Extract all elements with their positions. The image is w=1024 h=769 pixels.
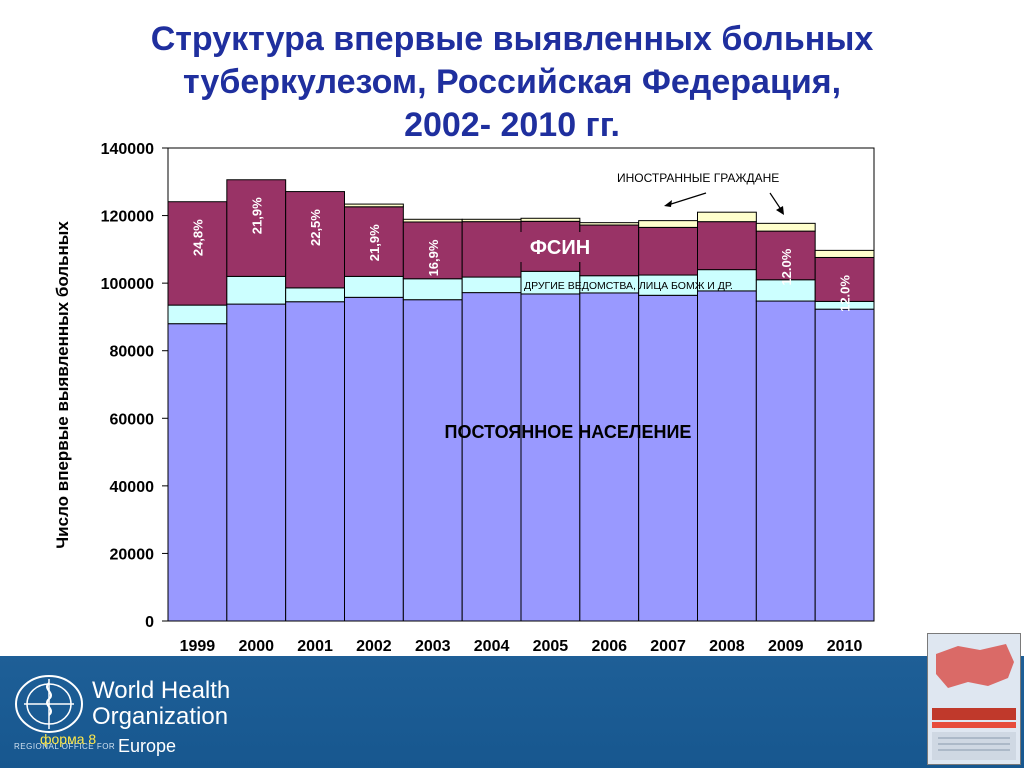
- bar-fsin-2000: [226, 179, 287, 277]
- title-line-2: туберкулезом, Российская Федерация,: [182, 63, 842, 101]
- bar-other-2000: [226, 275, 287, 305]
- footer-band: [0, 656, 1024, 768]
- bar-fsin-2009: [755, 230, 816, 281]
- x-tick-label: 2005: [533, 638, 569, 655]
- y-axis-label: Число впервые выявленных больных: [53, 221, 72, 549]
- bar-permanent-2004: [461, 292, 522, 622]
- x-tick-label: 2003: [415, 638, 451, 655]
- y-tick-label: 40000: [110, 479, 155, 496]
- forma-label: форма 8: [40, 731, 97, 747]
- who-wordmark: World Health Organization: [92, 678, 230, 730]
- who-line-1: World Health: [92, 677, 231, 704]
- regional-office-label: REGIONAL OFFICE FOR: [14, 742, 116, 751]
- bar-permanent-2000: [226, 303, 287, 622]
- bar-permanent-2006: [579, 292, 640, 622]
- bar-foreign-2009: [755, 222, 816, 232]
- fsin-percent-label: 21,9%: [249, 197, 264, 234]
- x-tick-label: 2010: [827, 638, 863, 655]
- bar-foreign-2002: [344, 203, 404, 208]
- bar-other-2001: [285, 287, 345, 303]
- bar-permanent-2009: [755, 300, 816, 622]
- who-emblem-icon: [15, 675, 83, 733]
- y-tick-label: 100000: [101, 276, 154, 293]
- title-line-3: 2002- 2010 гг.: [404, 106, 620, 144]
- region-label: Europe: [118, 736, 177, 756]
- fsin-percent-label: 22,5%: [308, 209, 323, 246]
- fsin-label-box: [520, 232, 600, 262]
- foreign-citizens-label: ИНОСТРАННЫЕ ГРАЖДАНЕ: [617, 171, 779, 185]
- bar-permanent-2008: [697, 290, 757, 622]
- bar-other-2004: [461, 276, 522, 294]
- x-tick-label: 2009: [768, 638, 804, 655]
- y-tick-label: 80000: [110, 344, 155, 361]
- bar-fsin-2003: [402, 221, 463, 280]
- bar-foreign-2010: [814, 249, 875, 258]
- arrow-right-head-icon: [776, 206, 784, 215]
- y-tick-label: 0: [145, 614, 154, 631]
- x-tick-label: 2006: [591, 638, 627, 655]
- bar-foreign-2004: [461, 218, 522, 223]
- bar-fsin-2002: [344, 206, 404, 277]
- book-cover-image: [927, 633, 1021, 765]
- bar-permanent-2002: [344, 296, 404, 622]
- title-line-1: Структура впервые выявленных больных: [150, 20, 874, 58]
- fsin-label: ФСИН: [530, 237, 590, 259]
- bar-fsin-2004: [461, 221, 522, 278]
- bar-foreign-2007: [638, 220, 699, 228]
- x-tick-label: 2002: [356, 638, 392, 655]
- bar-foreign-2006: [579, 222, 640, 226]
- x-tick-label: 1999: [180, 638, 216, 655]
- fsin-percent-label: 21,9%: [367, 224, 382, 261]
- arrow-left-line: [667, 192, 707, 206]
- bar-permanent-2005: [520, 293, 581, 622]
- who-line-2: Organization: [92, 703, 229, 730]
- other-agencies-label: ДРУГИЕ ВЕДОМСТВА, ЛИЦА БОМЖ И ДР.: [524, 280, 733, 292]
- book-cover-art: [928, 634, 1020, 764]
- bar-foreign-2008: [697, 211, 757, 223]
- page-title: Структура впервые выявленных больных туб…: [40, 18, 984, 147]
- bar-fsin-2001: [285, 191, 345, 289]
- fsin-percent-label: 12.0%: [838, 275, 853, 312]
- y-tick-label: 120000: [101, 209, 154, 226]
- permanent-population-label: ПОСТОЯННОЕ НАСЕЛЕНИЕ: [445, 422, 692, 442]
- bar-permanent-2001: [285, 301, 345, 622]
- y-tick-label: 140000: [101, 141, 154, 158]
- stacked-bar-chart: 0 20000 40000 60000 80000 100000 120000 140000 1…: [53, 141, 875, 655]
- bar-permanent-1999: [167, 323, 228, 622]
- x-tick-label: 2004: [474, 638, 510, 655]
- fsin-percent-label: 12.0%: [779, 248, 794, 285]
- bar-other-2002: [344, 275, 404, 298]
- bar-permanent-2007: [638, 294, 699, 622]
- x-tick-label: 2000: [238, 638, 274, 655]
- arrow-left-head-icon: [664, 200, 672, 207]
- y-tick-label: 20000: [110, 546, 155, 563]
- bar-other-1999: [167, 304, 228, 325]
- bar-foreign-2003: [402, 218, 463, 223]
- x-tick-label: 2007: [650, 638, 686, 655]
- bar-permanent-2003: [402, 299, 463, 622]
- fsin-percent-label: 16,9%: [426, 239, 441, 276]
- bar-other-2003: [402, 278, 463, 301]
- bar-foreign-2005: [520, 217, 581, 222]
- bar-fsin-2007: [638, 226, 699, 276]
- y-tick-label: 60000: [110, 411, 155, 428]
- x-tick-label: 2008: [709, 638, 745, 655]
- x-tick-label: 2001: [297, 638, 333, 655]
- bar-fsin-2008: [697, 221, 757, 271]
- plot-area-frame: [167, 147, 875, 622]
- bar-permanent-2010: [814, 308, 875, 622]
- fsin-percent-label: 24,8%: [190, 219, 205, 256]
